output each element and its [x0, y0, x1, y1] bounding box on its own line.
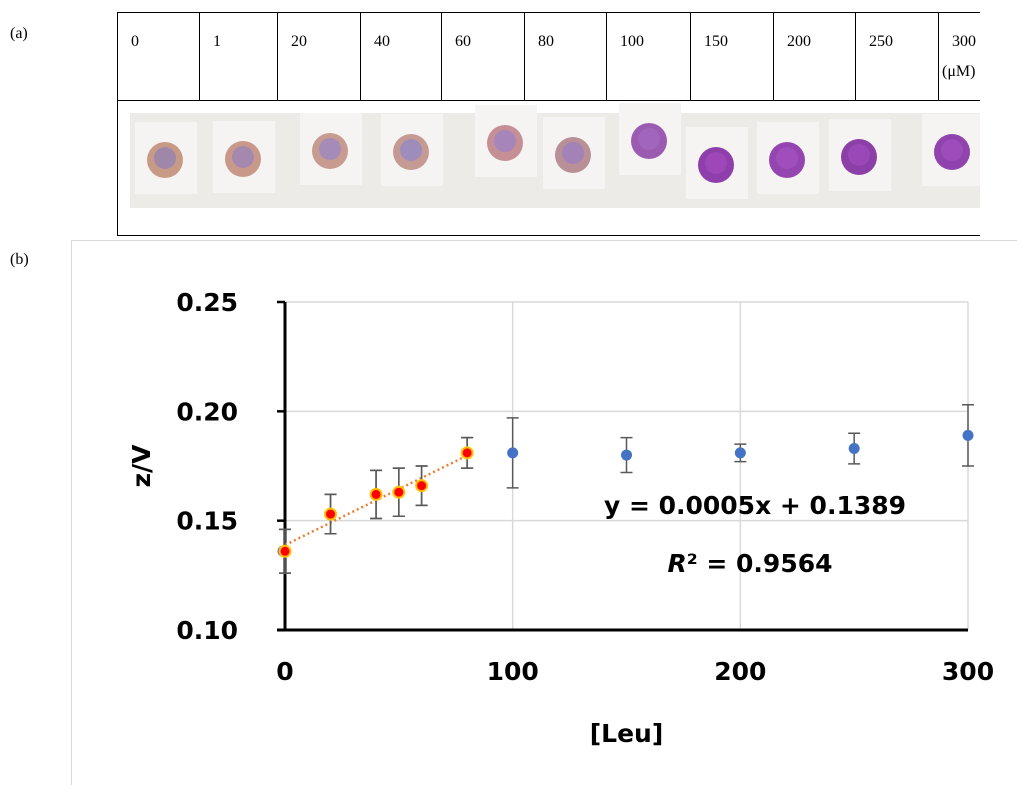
concentration-label: 80	[538, 33, 554, 50]
data-point	[369, 487, 383, 501]
data-point	[962, 429, 974, 441]
data-point	[621, 449, 632, 461]
concentration-label: 20	[291, 33, 307, 50]
y-tick-label: 0.25	[176, 288, 238, 317]
sample-spot-core	[400, 139, 422, 161]
data-point	[392, 485, 406, 499]
x-tick-label: 0	[276, 657, 293, 686]
concentration-label: 0	[131, 33, 139, 50]
sample-spot-core	[494, 130, 516, 152]
concentration-label: 200	[787, 33, 811, 50]
sample-spot-core	[562, 142, 584, 164]
y-axis-label: z/V	[127, 444, 156, 488]
concentration-label: 40	[374, 33, 390, 50]
panel-label: (a)	[10, 25, 28, 42]
sample-spot-core	[319, 138, 341, 160]
y-tick-label: 0.10	[176, 616, 238, 645]
sample-spot-core	[848, 144, 870, 166]
data-point	[734, 447, 746, 459]
data-point	[460, 446, 474, 460]
sample-spot-core	[154, 147, 176, 169]
y-tick-label: 0.20	[176, 397, 238, 426]
table-border	[117, 12, 980, 236]
sample-spot-core	[705, 152, 727, 174]
r-squared: R² = 0.9564	[667, 549, 832, 578]
equation: y = 0.0005x + 0.1389	[604, 491, 906, 520]
photo-table: 0 1 20 40 60 80 100 150 200 250 300 (μM)	[117, 12, 980, 236]
data-point	[278, 544, 292, 558]
concentration-label: 150	[704, 33, 728, 50]
sample-spot-core	[232, 146, 254, 168]
data-point	[507, 447, 519, 459]
sample-spot-core	[941, 139, 963, 161]
concentration-label: 1	[213, 33, 221, 50]
data-point	[324, 507, 338, 521]
x-tick-label: 100	[487, 657, 539, 686]
x-tick-label: 300	[942, 657, 994, 686]
concentration-label: 250	[869, 33, 893, 50]
chart: 0.10 0.15 0.20 0.25 0 100 200 300 [Leu] z/V y = 0.…	[127, 288, 994, 748]
sample-spot-core	[776, 147, 798, 169]
y-tick-label: 0.15	[176, 507, 238, 536]
data-point	[415, 479, 429, 493]
x-axis-label: [Leu]	[590, 719, 664, 748]
data-point	[848, 443, 860, 455]
unit-label: (μM)	[942, 63, 975, 80]
concentration-label: 100	[620, 33, 644, 50]
x-tick-label: 200	[714, 657, 766, 686]
r-symbol: R	[667, 549, 686, 578]
r-value: ² = 0.9564	[687, 549, 833, 578]
sample-spot-core	[638, 128, 660, 150]
panel-label: (b)	[10, 251, 29, 268]
concentration-label: 300	[952, 33, 976, 50]
concentration-label: 60	[455, 33, 471, 50]
